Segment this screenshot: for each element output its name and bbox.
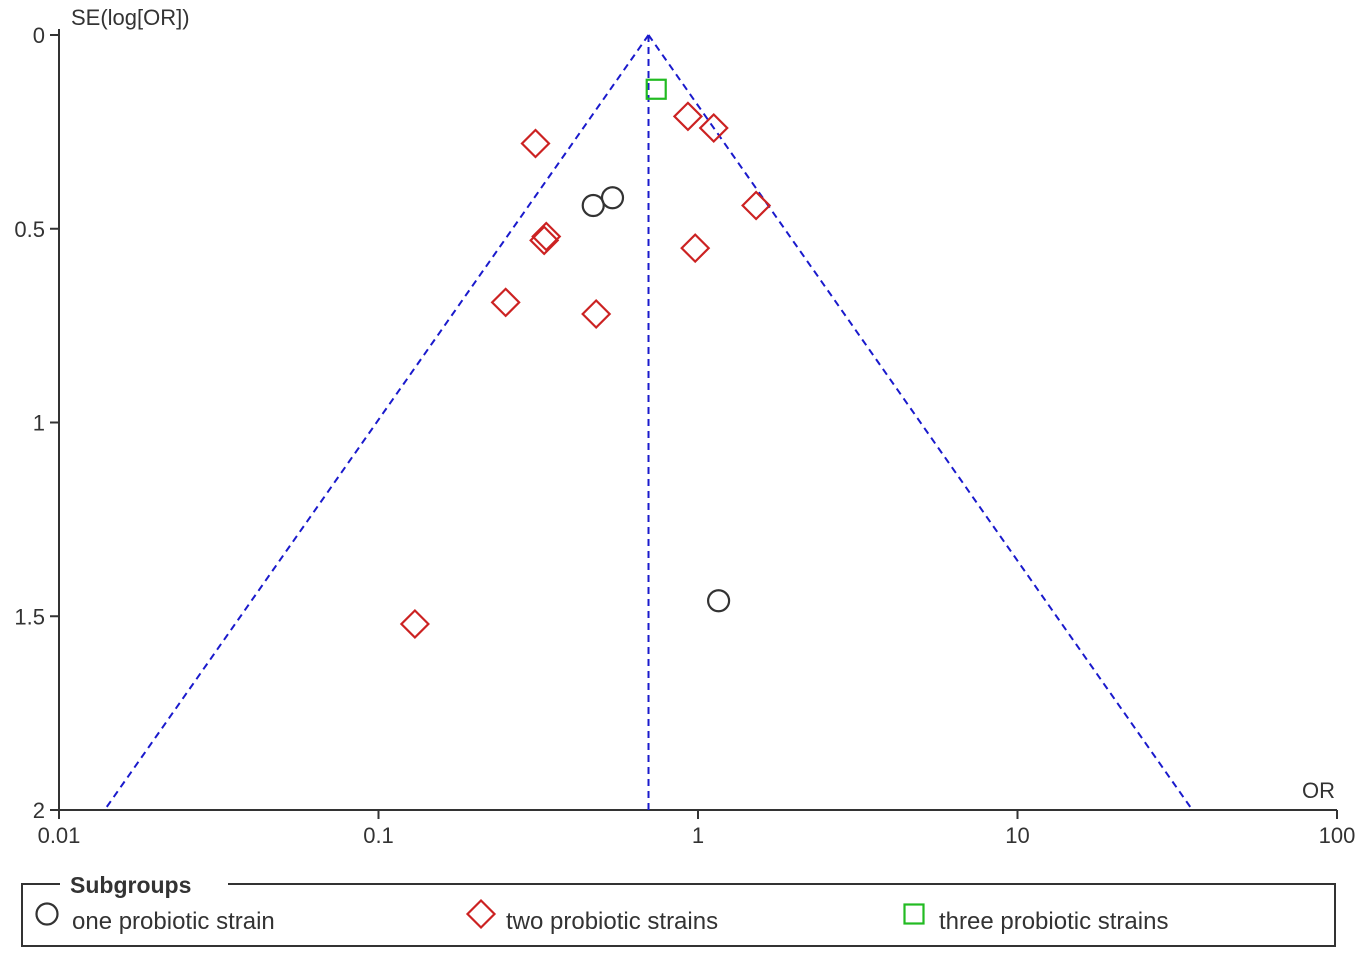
- data-point-square: [645, 78, 667, 100]
- data-point-diamond: [531, 221, 562, 252]
- data-point-circle: [581, 193, 605, 218]
- data-point-diamond: [529, 225, 560, 256]
- lower-confidence-limit-line: [103, 34, 650, 811]
- legend-item-label: two probiotic strains: [506, 908, 718, 935]
- x-ticks: 0.01 0.1 1 10 100: [38, 810, 1356, 848]
- x-tick-label: 0.1: [363, 823, 394, 848]
- legend-items: one probiotic strain two probiotic strain…: [35, 898, 1168, 935]
- y-axis-label: SE(log[OR]): [71, 5, 190, 30]
- y-tick-label: 1.5: [14, 604, 45, 629]
- legend-item-label: three probiotic strains: [939, 908, 1168, 935]
- legend: Subgroups one probiotic strain two probio…: [21, 872, 1336, 947]
- x-tick-label: 10: [1005, 823, 1029, 848]
- data-point-circle: [706, 589, 731, 613]
- y-ticks: 0 0.5 1 1.5 2: [14, 23, 59, 823]
- legend-item-label: one probiotic strain: [72, 908, 275, 935]
- legend-box: [21, 883, 1336, 947]
- data-point-circle: [600, 186, 625, 210]
- upper-confidence-limit-line: [647, 34, 1194, 811]
- x-tick-label: 100: [1319, 823, 1356, 848]
- data-point-diamond: [741, 190, 772, 221]
- legend-marker-circle: [35, 902, 59, 926]
- legend-title: Subgroups: [70, 872, 191, 898]
- legend-title-background: [60, 872, 228, 896]
- data-point-diamond: [581, 298, 612, 330]
- funnel-lines: [103, 34, 1194, 811]
- axes: 0.01 0.1 1 10 100 0 0.5 1 1.5 2 SE(log[OR]) OR: [14, 5, 1355, 848]
- y-tick-label: 0.5: [14, 217, 45, 242]
- y-tick-label: 2: [33, 798, 45, 823]
- x-tick-label: 0.01: [38, 823, 81, 848]
- y-tick-label: 0: [33, 23, 45, 48]
- legend-marker-square: [903, 903, 925, 925]
- y-tick-label: 1: [33, 411, 45, 436]
- data-point-diamond: [672, 101, 703, 132]
- data-points: [399, 78, 772, 640]
- data-point-diamond: [680, 233, 711, 264]
- data-point-diamond: [399, 608, 430, 640]
- data-point-diamond: [698, 112, 729, 144]
- data-point-diamond: [520, 128, 551, 159]
- data-point-diamond: [490, 287, 521, 318]
- x-tick-label: 1: [692, 823, 704, 848]
- x-axis-label: OR: [1302, 778, 1335, 803]
- legend-marker-diamond: [465, 898, 497, 930]
